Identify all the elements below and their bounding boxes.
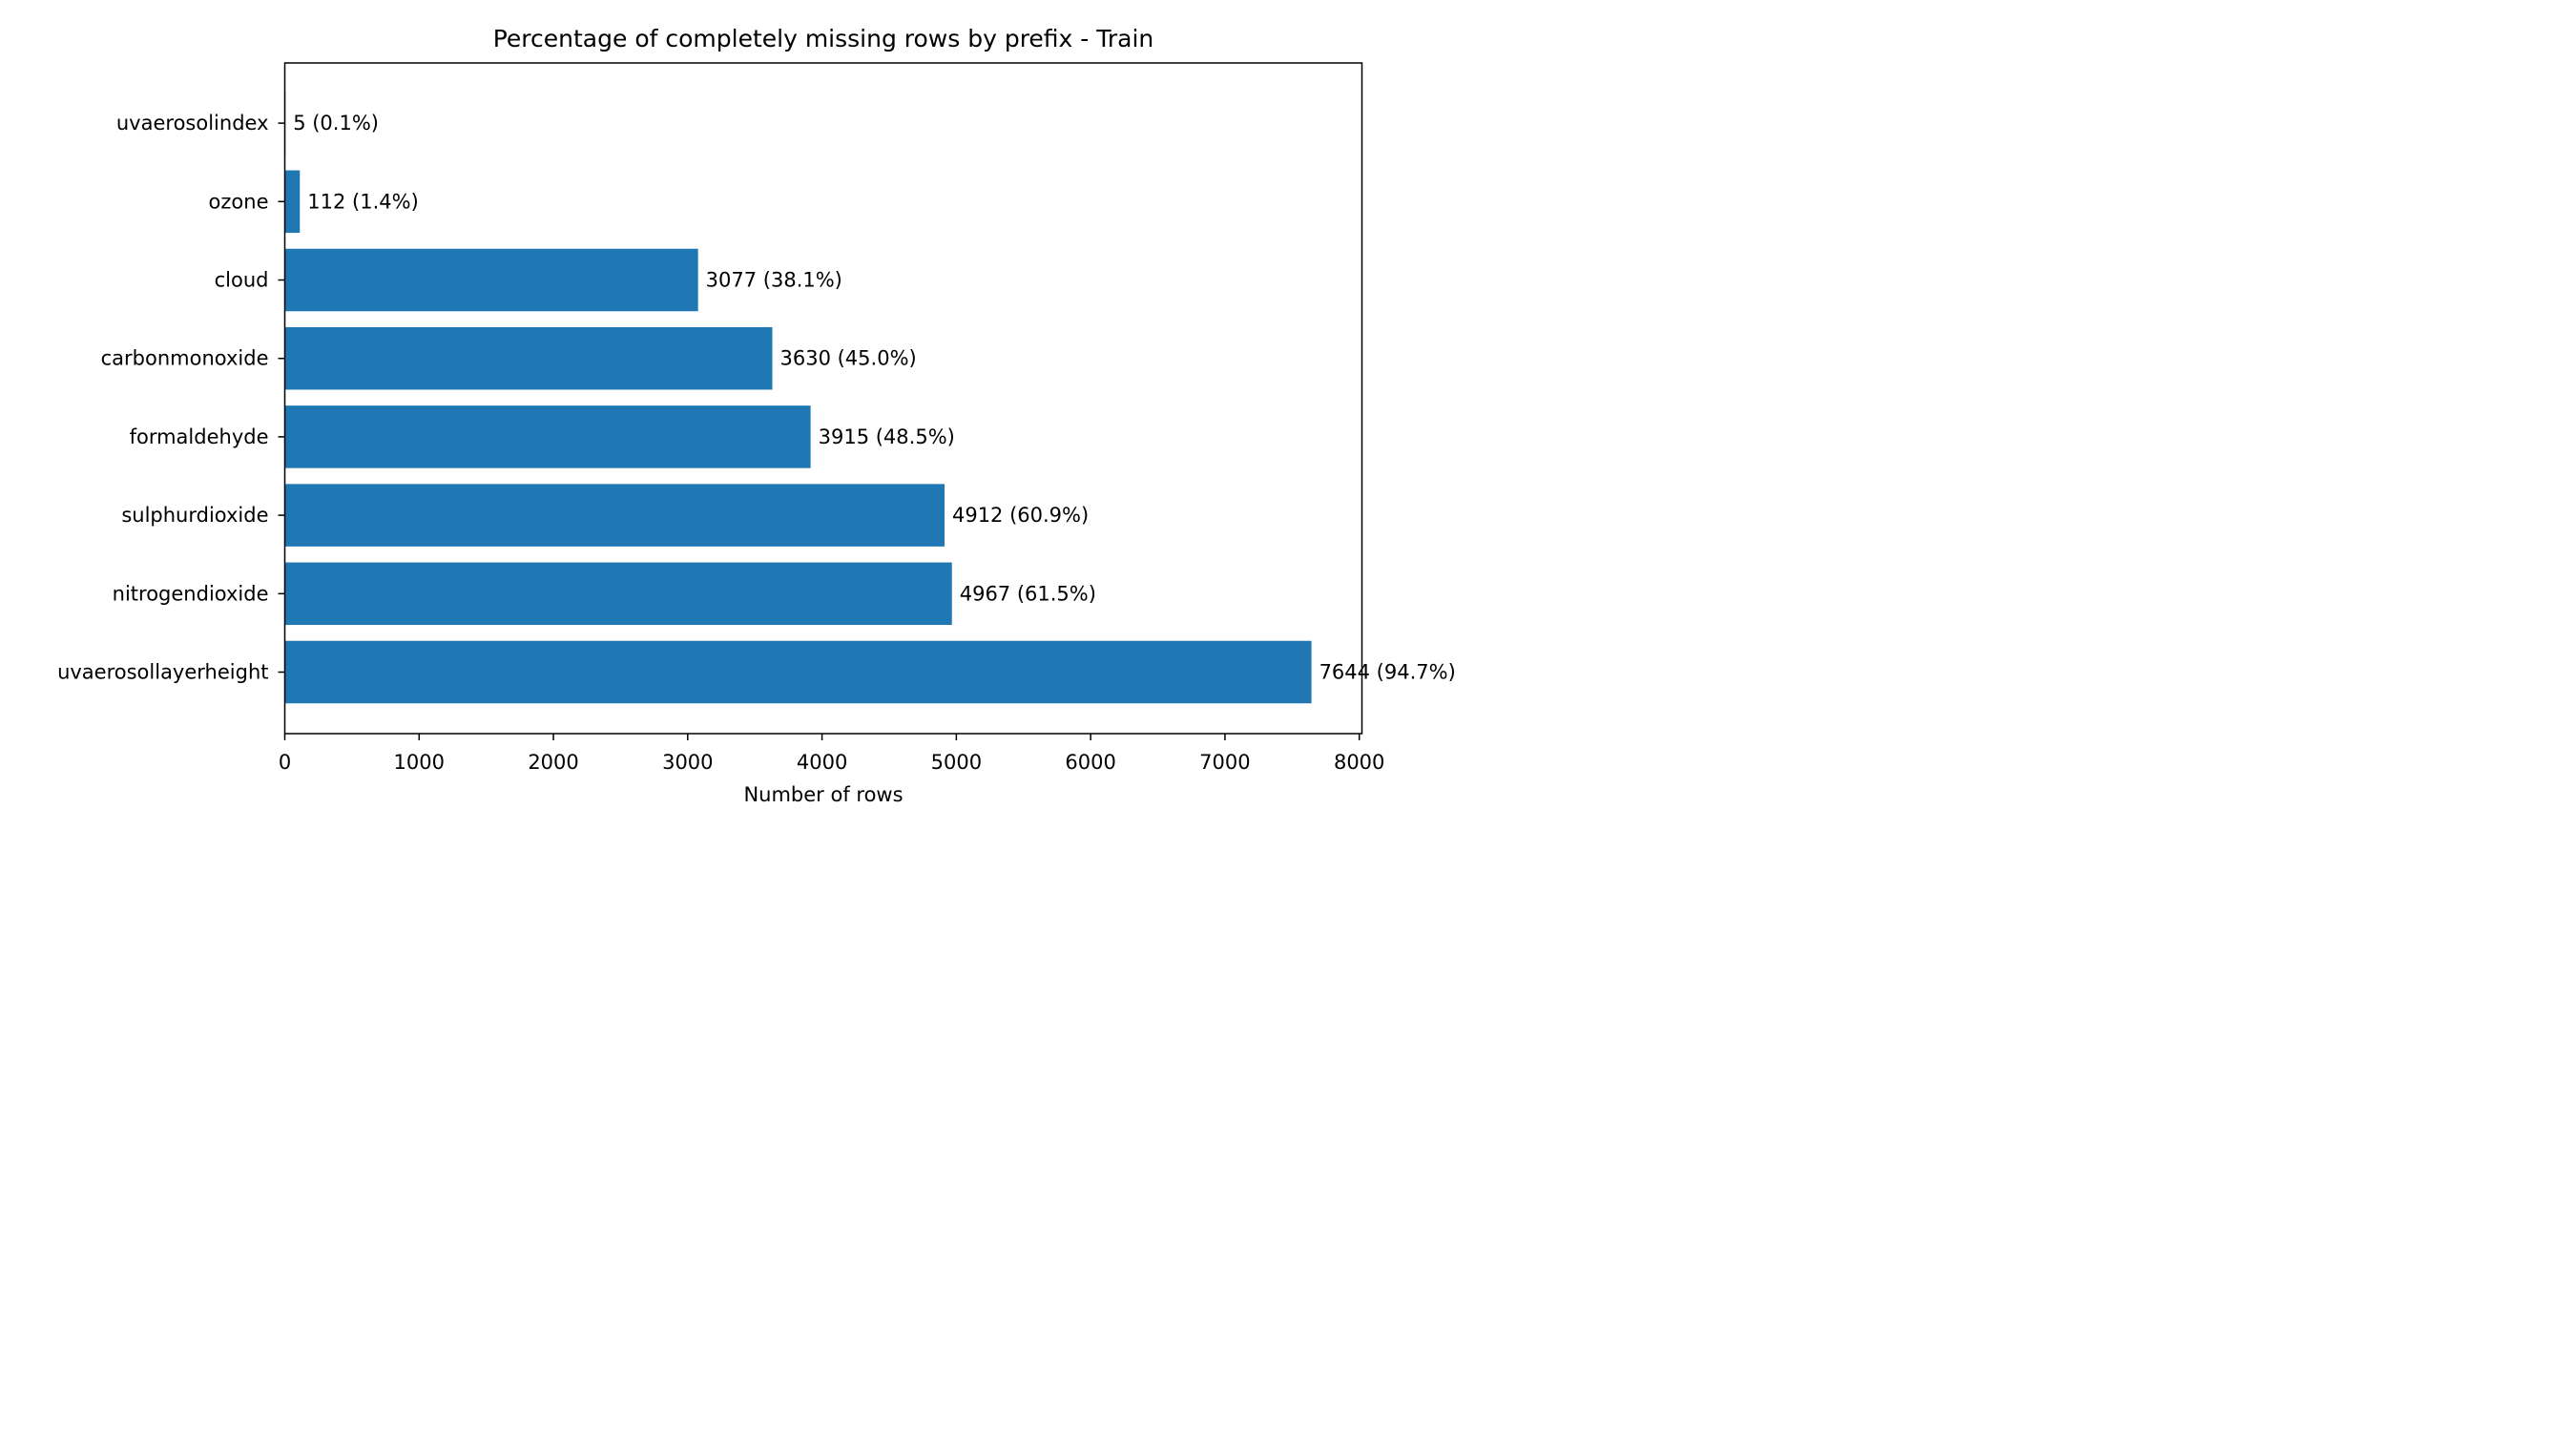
y-tick-label-ozone: ozone <box>209 190 269 213</box>
plot-frame <box>283 62 1363 735</box>
x-tick-label-7000: 7000 <box>1199 751 1250 774</box>
x-tick-label-3000: 3000 <box>662 751 713 774</box>
data-label-ozone: 112 (1.4%) <box>307 190 419 213</box>
data-label-sulphurdioxide: 4912 (60.9%) <box>952 504 1089 527</box>
x-tick-label-8000: 8000 <box>1334 751 1384 774</box>
bar-ozone <box>284 170 301 234</box>
y-tick-label-uvaerosolindex: uvaerosolindex <box>116 112 269 135</box>
y-tick-label-formaldehyde: formaldehyde <box>130 425 269 448</box>
y-tick-label-carbonmonoxide: carbonmonoxide <box>101 347 269 370</box>
data-label-carbonmonoxide: 3630 (45.0%) <box>780 347 917 370</box>
x-tick-label-4000: 4000 <box>797 751 847 774</box>
x-tick-label-2000: 2000 <box>528 751 578 774</box>
chart-title: Percentage of completely missing rows by… <box>493 25 1154 52</box>
y-axis: uvaerosollayerheight nitrogendioxide sulph… <box>57 112 285 684</box>
data-label-cloud: 3077 (38.1%) <box>706 269 842 292</box>
data-label-formaldehyde: 3915 (48.5%) <box>819 425 955 448</box>
bar-carbonmonoxide <box>284 326 773 390</box>
bar-sulphurdioxide <box>284 484 945 547</box>
bar-nitrogendioxide <box>284 562 952 626</box>
x-tick-label-0: 0 <box>279 751 291 774</box>
data-label-uvaerosolindex: 5 (0.1%) <box>293 112 379 135</box>
y-tick-label-uvaerosollayerheight: uvaerosollayerheight <box>57 661 268 684</box>
bar-chart: Percentage of completely missing rows by… <box>57 25 1456 806</box>
data-label-uvaerosollayerheight: 7644 (94.7%) <box>1319 661 1456 684</box>
y-tick-label-nitrogendioxide: nitrogendioxide <box>113 582 269 605</box>
data-labels: 7644 (94.7%) 4967 (61.5%) 4912 (60.9%) 3915… <box>293 112 1456 683</box>
x-tick-label-5000: 5000 <box>931 751 982 774</box>
x-tick-label-1000: 1000 <box>394 751 445 774</box>
bar-uvaerosollayerheight <box>284 640 1312 704</box>
x-axis-label: Number of rows <box>743 783 903 806</box>
x-axis: 0 1000 2000 3000 4000 5000 6000 7000 8000 <box>279 734 1384 774</box>
x-tick-label-6000: 6000 <box>1065 751 1115 774</box>
bars <box>284 92 1312 704</box>
data-label-nitrogendioxide: 4967 (61.5%) <box>960 582 1096 605</box>
bar-cloud <box>284 248 698 312</box>
y-tick-label-cloud: cloud <box>215 269 269 292</box>
bar-formaldehyde <box>284 405 811 468</box>
y-tick-label-sulphurdioxide: sulphurdioxide <box>121 504 268 527</box>
